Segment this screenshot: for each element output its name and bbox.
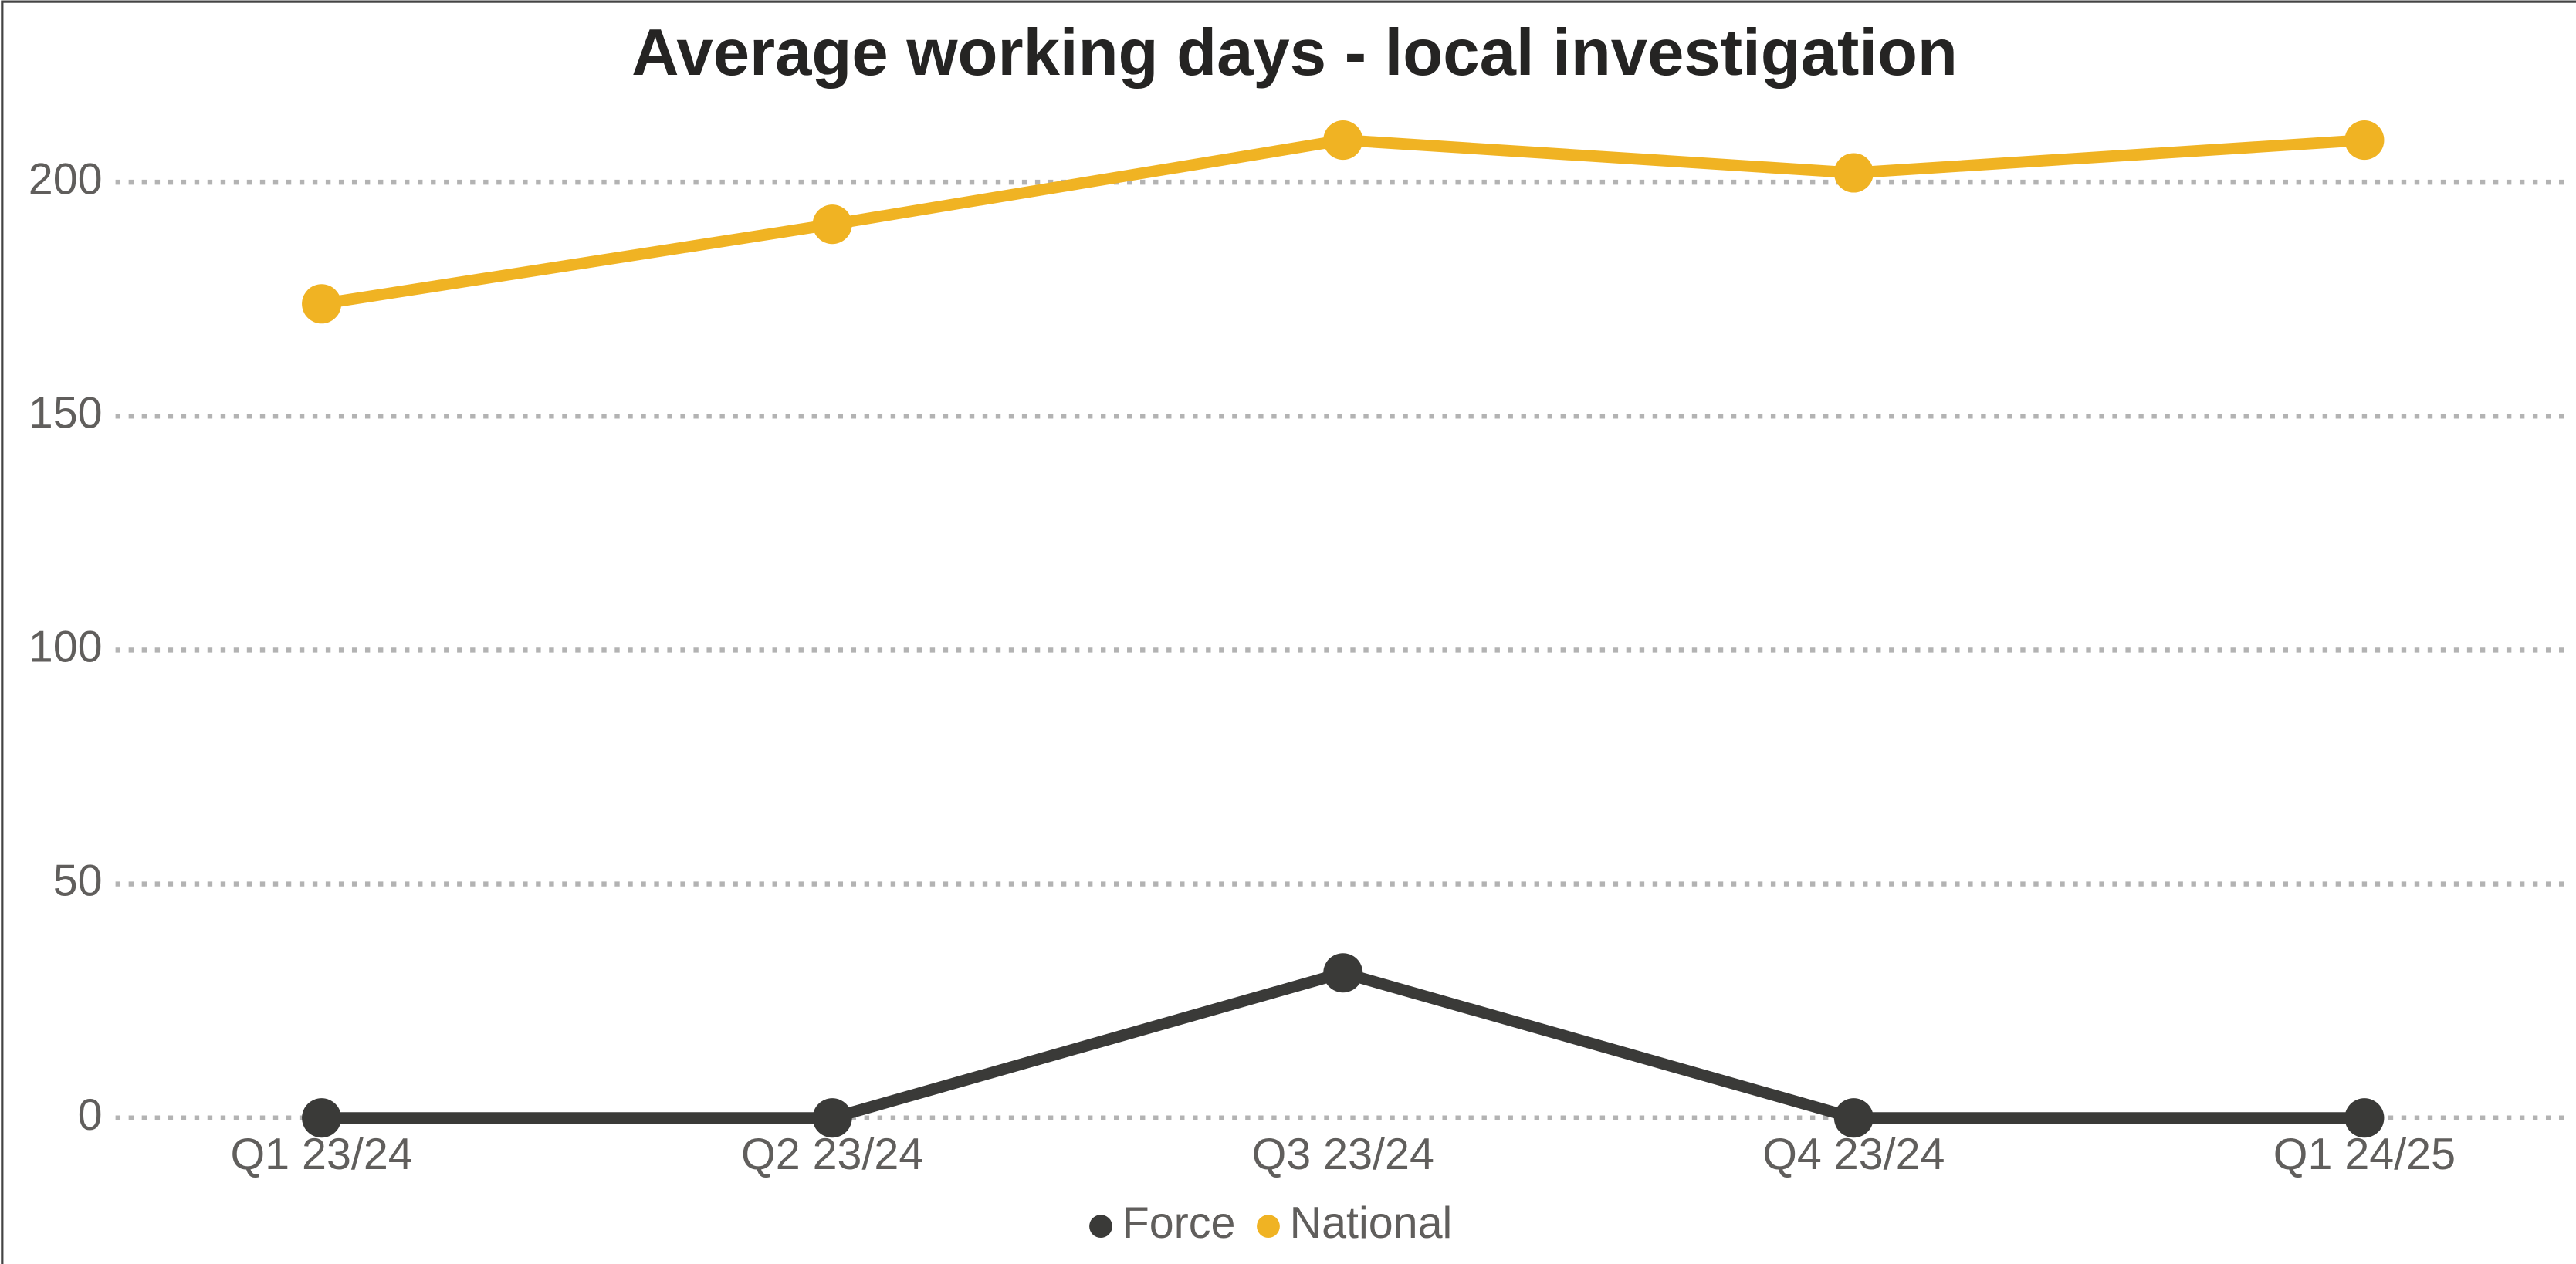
legend-label: National [1290,1198,1453,1248]
y-tick-label: 150 [29,388,103,438]
x-tick-label: Q1 24/25 [2273,1130,2456,1179]
series-line [320,134,2365,310]
y-tick-label: 50 [53,857,103,906]
legend-label: Force [1122,1198,1236,1248]
x-tick-label: Q2 23/24 [741,1130,923,1179]
chart-title: Average working days - local investigati… [631,16,1958,90]
legend-marker [1257,1215,1280,1238]
data-point [2344,1098,2385,1138]
y-tick-label: 200 [29,154,103,204]
data-point [812,204,852,245]
data-point [1323,953,1363,993]
x-tick-label: Q1 23/24 [230,1130,412,1179]
y-tick-label: 100 [29,623,103,672]
data-point [302,1098,342,1138]
data-point [302,284,342,324]
data-point [812,1098,852,1138]
y-tick-label: 0 [78,1090,103,1140]
legend-marker [1089,1215,1112,1238]
data-point [1323,120,1363,161]
data-point [2344,120,2385,161]
x-tick-label: Q4 23/24 [1762,1130,1945,1179]
series-line [321,967,2364,1124]
data-point [1833,153,1874,193]
data-point [1833,1098,1874,1138]
x-tick-label: Q3 23/24 [1252,1130,1434,1179]
